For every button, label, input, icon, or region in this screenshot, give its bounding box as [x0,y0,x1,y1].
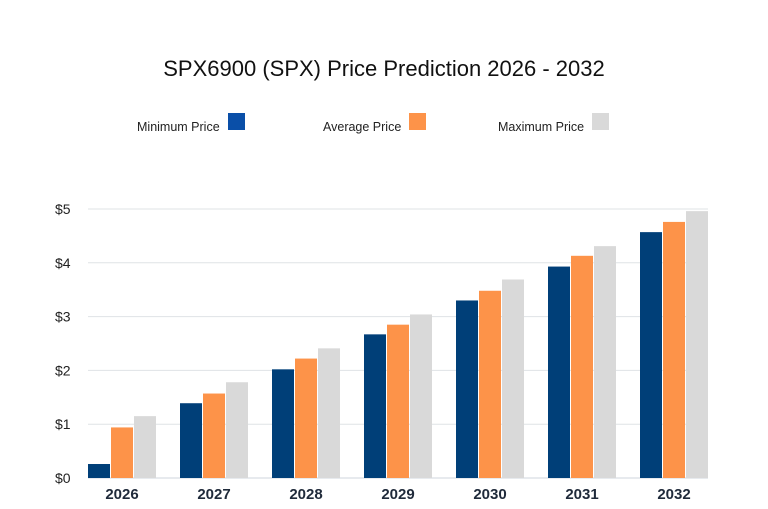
bar-average-price [295,358,317,478]
x-tick-label: 2032 [657,486,690,503]
y-tick-label: $2 [55,362,71,378]
bar-average-price [571,255,593,478]
legend-swatch [592,113,610,130]
chart-title: SPX6900 (SPX) Price Prediction 2026 - 20… [163,56,605,81]
legend-label: Maximum Price [498,119,585,134]
x-tick-label: 2028 [289,486,322,503]
legend-item-minimum: Minimum Price [137,113,245,135]
y-tick-label: $4 [55,255,71,271]
bar-maximum-price [410,314,432,478]
bar-minimum-price [640,232,662,478]
bar-maximum-price [134,416,156,478]
legend-item-maximum: Maximum Price [498,113,610,135]
y-tick-label: $5 [55,201,71,217]
x-tick-label: 2029 [381,486,414,503]
y-tick-label: $3 [55,309,71,325]
y-tick-label: $1 [55,416,71,432]
bar-average-price [203,393,225,478]
legend-label: Average Price [323,119,402,134]
bar-average-price [387,324,409,478]
legend-item-average: Average Price [323,113,427,135]
bar-minimum-price [272,369,294,478]
legend-swatch [409,113,427,130]
bar-average-price [111,427,133,478]
x-tick-label: 2030 [473,486,506,503]
bar-minimum-price [548,266,570,478]
bar-maximum-price [686,211,708,479]
bar-maximum-price [502,279,524,478]
bar-maximum-price [594,246,616,478]
x-tick-label: 2027 [197,486,230,503]
legend-swatch [227,113,245,130]
bar-maximum-price [318,348,340,478]
legend-label: Minimum Price [137,119,220,134]
bar-minimum-price [364,334,386,478]
bar-minimum-price [180,403,202,478]
bar-maximum-price [226,382,248,478]
bar-average-price [479,290,501,478]
bar-minimum-price [88,464,110,478]
y-tick-label: $0 [55,470,71,486]
x-tick-label: 2026 [105,486,138,503]
bar-average-price [663,221,685,479]
bar-minimum-price [456,300,478,478]
x-tick-label: 2031 [565,486,598,503]
